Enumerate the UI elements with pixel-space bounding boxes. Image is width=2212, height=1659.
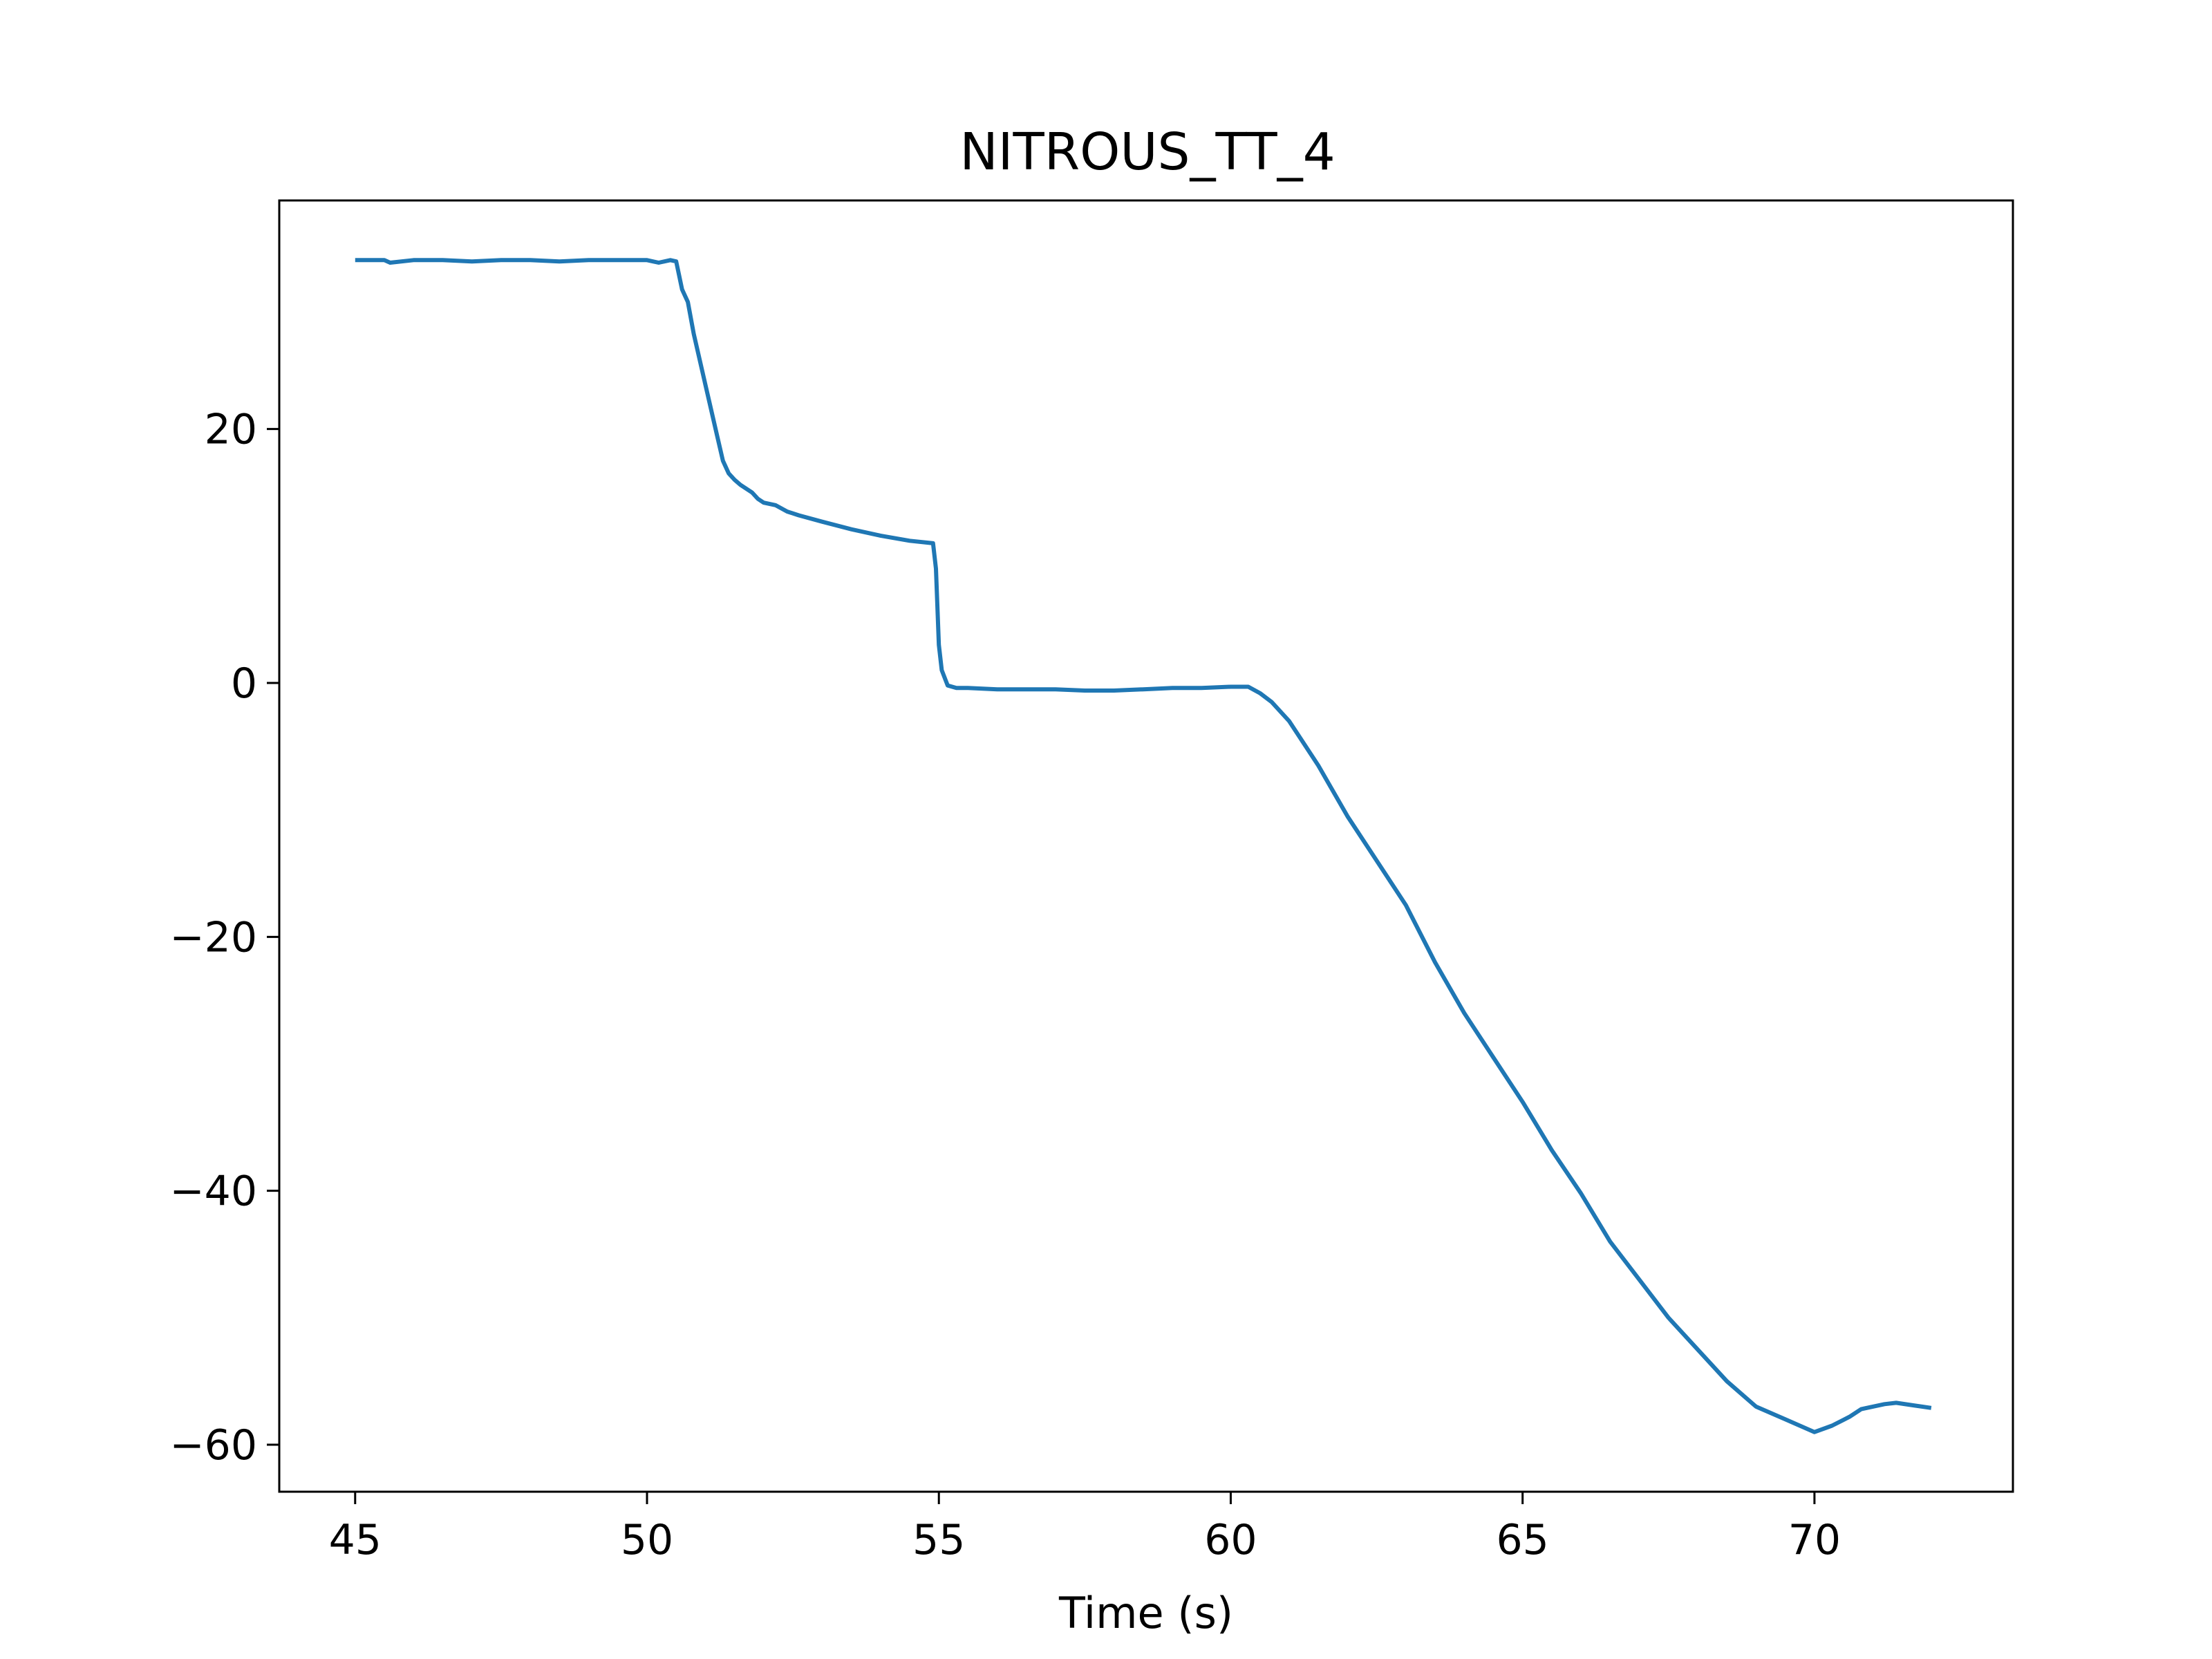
x-tick-label: 60 [1204,1516,1257,1564]
x-axis: 45 50 55 60 65 70 [329,1492,1841,1564]
y-tick-label: −40 [169,1168,257,1216]
x-tick-label: 55 [912,1516,965,1564]
plot-area [278,199,2014,1493]
chart-title: NITROUS_TT_4 [959,122,1335,182]
x-tick-label: 45 [329,1516,382,1564]
y-tick-label: 20 [205,406,257,454]
x-tick-label: 65 [1496,1516,1548,1564]
x-axis-title: Time (s) [1058,1588,1233,1638]
x-tick-label: 50 [621,1516,673,1564]
plot-background [279,200,2013,1492]
y-tick-label: −60 [169,1421,257,1470]
y-tick-label: 0 [231,659,257,708]
y-tick-label: −20 [169,913,257,962]
plot-frame [278,199,2014,1493]
x-tick-label: 70 [1788,1516,1841,1564]
series-line-nitrous-tt-4 [355,258,1932,1434]
y-axis: 20 0 −20 −40 −60 [169,406,279,1470]
